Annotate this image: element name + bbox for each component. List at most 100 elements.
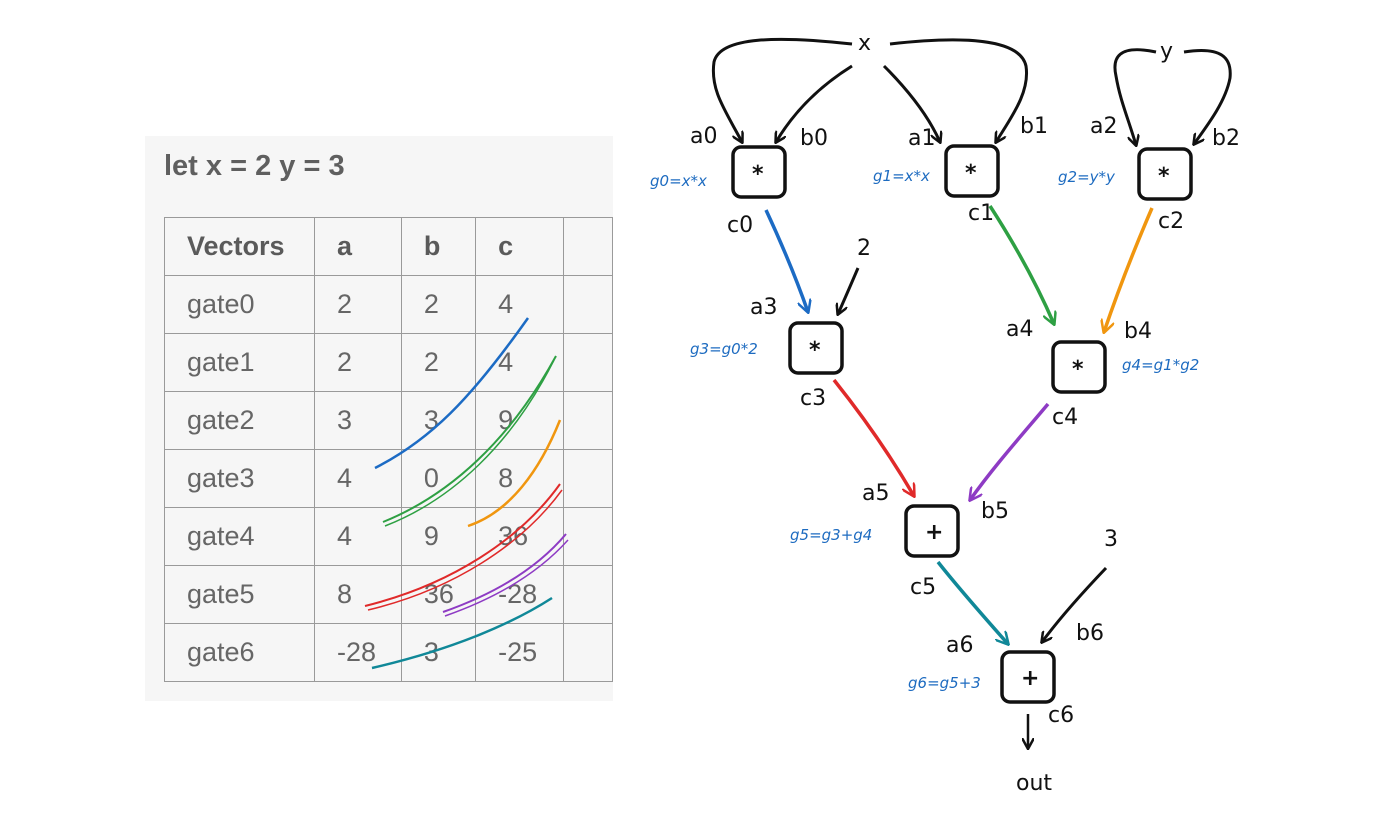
wire-x-b1 <box>889 38 1029 142</box>
cell-gate: gate5 <box>164 565 315 624</box>
trace-green-2 <box>384 359 555 527</box>
gate1-node <box>944 144 1000 198</box>
const-3-label: 3 <box>1104 527 1118 552</box>
cell-c: 4 <box>475 275 564 334</box>
input-x-label: x <box>858 31 871 56</box>
table-row: gate3 4 0 8 <box>164 449 613 508</box>
gate0-node <box>731 145 787 199</box>
wire-x-b0 <box>776 64 853 142</box>
gate5-c-label: c5 <box>910 575 936 600</box>
wire-const3-g6 <box>1042 566 1108 642</box>
output-label: out <box>1016 771 1052 796</box>
trace-orange <box>467 419 562 528</box>
cell-a: 2 <box>313 333 402 392</box>
gate3-op: * <box>809 338 821 363</box>
cell-gate: gate1 <box>164 333 315 392</box>
gate0-c-label: c0 <box>727 213 753 238</box>
cell-gate: gate4 <box>164 507 315 566</box>
gate6-equation: g6=g5+3 <box>908 674 981 692</box>
header-extra <box>562 217 613 276</box>
gate2-b-label: b2 <box>1212 126 1240 151</box>
trace-red-2 <box>367 489 563 611</box>
gate3-node <box>788 321 844 375</box>
panel-title: let x = 2 y = 3 <box>164 150 345 182</box>
cell-a: 2 <box>313 275 402 334</box>
trace-purple <box>442 533 567 613</box>
table-row: gate4 4 9 36 <box>164 507 613 566</box>
wire-x-a1 <box>882 64 940 142</box>
gate1-b-label: b1 <box>1020 114 1048 139</box>
wire-c3-a5 <box>832 378 914 496</box>
gate5-op: + <box>925 520 943 545</box>
gate4-a-label: a4 <box>1006 317 1033 342</box>
gate4-c-label: c4 <box>1052 405 1078 430</box>
gate3-c-label: c3 <box>800 386 826 411</box>
gate2-c-label: c2 <box>1158 209 1184 234</box>
trace-red <box>364 483 561 607</box>
gate5-b-label: b5 <box>981 499 1009 524</box>
wire-c0-a3 <box>764 209 808 312</box>
table-row: gate0 2 2 4 <box>164 275 613 334</box>
gate6-b-label: b6 <box>1076 621 1104 646</box>
const-2-label: 2 <box>857 236 871 261</box>
trace-purple-2 <box>444 539 569 617</box>
gate4-op: * <box>1072 357 1084 382</box>
gate6-node <box>1000 650 1056 704</box>
gate4-b-label: b4 <box>1124 319 1152 344</box>
table-row: gate1 2 2 4 <box>164 333 613 392</box>
wire-x-a0 <box>711 37 853 142</box>
cell-gate: gate2 <box>164 391 315 450</box>
cell-extra <box>562 449 613 508</box>
trace-blue <box>374 317 530 470</box>
gate3-equation: g3=g0*2 <box>690 340 758 358</box>
vector-table: Vectors a b c gate0 2 2 4 gate1 2 2 4 ga… <box>164 217 613 682</box>
wire-const2-g3 <box>838 267 860 314</box>
gate4-node <box>1051 340 1107 394</box>
gate5-a-label: a5 <box>862 481 889 506</box>
cell-c: 4 <box>475 333 564 392</box>
cell-c: 9 <box>475 391 564 450</box>
input-y-label: y <box>1160 39 1173 64</box>
cell-extra <box>562 333 613 392</box>
wire-y-a2 <box>1113 48 1157 145</box>
gate6-op: + <box>1021 666 1039 691</box>
wire-c4-b5 <box>970 402 1050 500</box>
cell-gate: gate3 <box>164 449 315 508</box>
trace-green <box>382 355 557 523</box>
gate0-a-label: a0 <box>690 124 717 149</box>
cell-extra <box>562 623 613 682</box>
cell-gate: gate6 <box>164 623 315 682</box>
gate2-equation: g2=y*y <box>1058 168 1116 186</box>
table-row: gate6 -28 3 -25 <box>164 623 613 682</box>
wire-c5-a6 <box>936 560 1008 644</box>
wire-c1-a4 <box>988 205 1054 324</box>
gate2-op: * <box>1158 164 1170 189</box>
cell-a: -28 <box>313 623 402 682</box>
table-row: gate5 8 36 -28 <box>164 565 613 624</box>
gate0-b-label: b0 <box>800 126 828 151</box>
wire-c2-b4 <box>1104 207 1154 332</box>
gate0-op: * <box>752 162 764 187</box>
gate1-equation: g1=x*x <box>873 167 930 185</box>
gate1-c-label: c1 <box>968 201 994 226</box>
gate1-op: * <box>965 161 977 186</box>
gate0-equation: g0=x*x <box>650 172 707 190</box>
cell-c: -25 <box>475 623 564 682</box>
gate4-equation: g4=g1*g2 <box>1122 356 1199 374</box>
cell-a: 8 <box>313 565 402 624</box>
gate2-a-label: a2 <box>1090 114 1117 139</box>
gate5-node <box>904 504 960 558</box>
vector-table-panel: let x = 2 y = 3 Vectors a b c gate0 2 2 … <box>145 136 613 701</box>
gate2-node <box>1137 147 1193 201</box>
gate6-a-label: a6 <box>946 633 973 658</box>
cell-gate: gate0 <box>164 275 315 334</box>
cell-b: 3 <box>400 623 477 682</box>
gate1-a-label: a1 <box>908 126 935 151</box>
gate6-c-label: c6 <box>1048 703 1074 728</box>
wire-y-b2 <box>1183 49 1232 144</box>
gate3-a-label: a3 <box>750 295 777 320</box>
header-vectors: Vectors <box>164 217 315 276</box>
cell-extra <box>562 275 613 334</box>
trace-teal <box>371 596 553 670</box>
